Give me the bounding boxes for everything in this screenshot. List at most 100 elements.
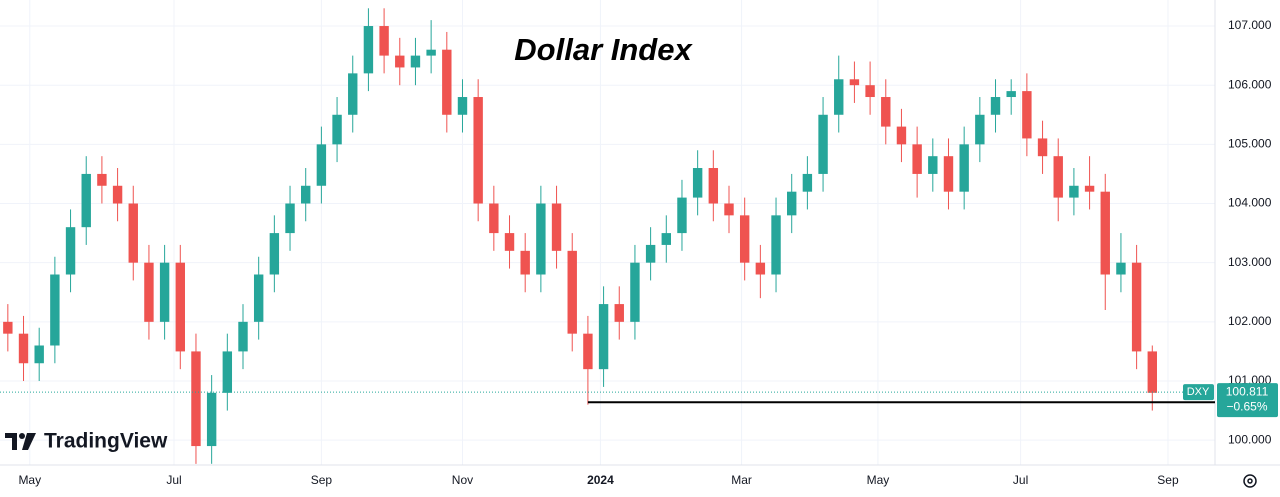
candle-body [645,244,656,263]
candle-body [1116,262,1126,275]
candle-body [363,26,374,74]
candle-body [285,203,295,234]
candle-body [912,144,922,174]
candle-body [144,262,154,322]
candles [3,8,1157,464]
candle-body [896,126,907,145]
candle-body [1084,185,1095,192]
candle-body [504,233,515,251]
last-price-label: 100.811 [1226,384,1269,398]
y-tick-label: 107.000 [1228,18,1272,32]
x-tick-label: May [867,473,890,487]
candle-body [739,215,750,263]
candle-body [473,97,483,204]
candle-body [567,250,577,334]
candle-body [630,262,640,322]
x-tick-label: Sep [311,473,333,487]
candle-body [598,304,609,370]
candle-body [222,351,233,393]
candle-body [724,203,734,216]
candle-body [128,203,138,263]
candle-body [661,233,671,245]
candle-body [583,333,593,370]
candle-body [457,97,468,115]
change-label: −0.65% [1226,399,1267,413]
candle-body [1131,262,1142,352]
x-tick-label: Nov [452,473,473,487]
candle-body [332,114,342,145]
y-tick-label: 100.000 [1228,432,1272,446]
candle-body [316,144,327,186]
candle-body [395,55,405,68]
candle-body [50,274,60,346]
candle-body [551,203,562,251]
chart-title: Dollar Index [514,32,693,67]
candle-body [426,49,436,56]
brand-name: TradingView [44,430,168,453]
candle-body [928,156,938,174]
candle-body [865,85,875,98]
candle-body [18,333,29,364]
x-tick-label: Sep [1157,473,1179,487]
candle-body [536,203,546,275]
x-tick-label: May [18,473,41,487]
candle-body [301,185,311,204]
candle-body [802,173,813,192]
x-tick-label: Jul [1013,473,1028,487]
candle-body [253,274,264,322]
y-tick-label: 103.000 [1228,255,1272,269]
candle-body [410,55,421,68]
x-tick-label: Jul [166,473,181,487]
price-badge [1217,383,1278,418]
symbol-label: DXY [1187,386,1210,398]
candle-body [943,156,954,192]
candle-body [3,321,13,334]
candle-body [692,168,703,198]
candle-body [990,97,1001,115]
candle-body [1022,91,1032,139]
grid [0,0,1215,465]
candle-body [238,321,248,352]
candle-body [614,304,624,322]
candle-body [787,191,797,216]
candle-body [1147,351,1157,393]
candle-body [442,49,452,115]
candle-body [489,203,499,234]
candle-body [65,227,76,275]
candle-body [1100,191,1110,275]
candle-body [1037,138,1048,157]
y-tick-label: 104.000 [1228,196,1272,210]
candle-body [520,250,530,275]
symbol-badge [1183,384,1214,401]
candle-body [849,79,860,86]
y-tick-label: 102.000 [1228,314,1272,328]
y-tick-label: 105.000 [1228,137,1272,151]
candle-body [81,173,91,228]
candle-body [1006,91,1016,98]
candle-body [159,262,170,322]
candle-body [1069,185,1079,198]
candle-body [34,345,44,364]
candle-body [708,168,719,204]
candle-body [834,79,844,115]
candle-body [112,185,123,204]
candle-body [818,114,828,174]
x-tick-label: Mar [731,473,752,487]
candle-body [191,351,201,447]
candle-body [269,233,280,275]
y-tick-label: 106.000 [1228,77,1272,91]
candle-body [881,97,891,127]
candle-body [677,197,687,234]
candle-body [379,26,389,56]
settings-icon[interactable] [1243,474,1257,488]
candle-body [175,262,185,352]
brand-logo [5,433,36,450]
candle-body [959,144,969,192]
x-tick-label: 2024 [587,473,614,487]
candle-body [771,215,781,275]
candle-body [97,173,107,186]
candle-body [1053,156,1063,198]
candle-body [206,392,217,447]
candle-body [755,262,766,275]
